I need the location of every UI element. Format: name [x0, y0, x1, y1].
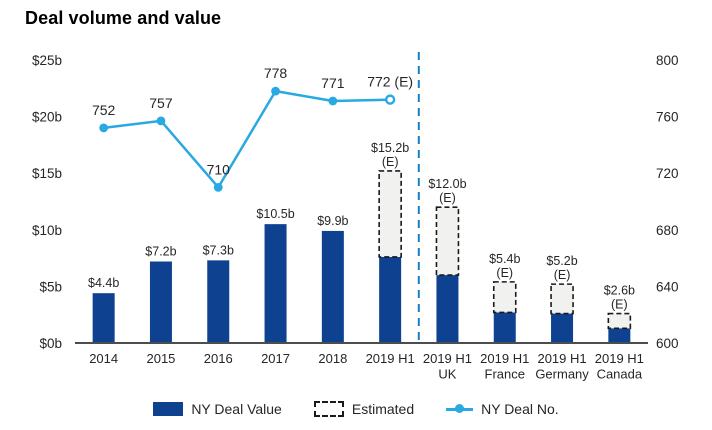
- x-axis-label: 2019 H1: [423, 351, 472, 366]
- deal-no-label: 772 (E): [367, 74, 413, 90]
- left-axis-tick: $15b: [32, 166, 62, 181]
- bar-value-label: $7.2b: [145, 244, 176, 258]
- bar-value-label: $10.5b: [256, 207, 294, 221]
- x-axis-label: Canada: [597, 367, 643, 382]
- x-axis-label: France: [485, 367, 525, 382]
- left-axis-tick: $0b: [39, 336, 62, 351]
- line-marker-swatch-icon: [446, 404, 474, 414]
- deal-no-label: 771: [321, 75, 345, 91]
- legend-item-ny-deal-value: NY Deal Value: [153, 401, 282, 417]
- bar-value-label: $9.9b: [317, 214, 348, 228]
- right-axis-tick: 760: [656, 110, 679, 125]
- estimated-bar-segment: [607, 312, 632, 330]
- x-axis-label: 2018: [318, 351, 347, 366]
- x-axis-label: 2019 H1: [537, 351, 586, 366]
- legend-label: NY Deal Value: [191, 401, 282, 417]
- left-axis-tick: $20b: [32, 110, 62, 125]
- x-axis-label: 2019 H1: [366, 351, 415, 366]
- deal-no-point: [156, 116, 166, 126]
- bar-value-label: $12.0b: [428, 177, 466, 191]
- estimated-bar-segment: [550, 283, 574, 315]
- bar-value-label: $7.3b: [203, 243, 234, 257]
- right-axis-tick: 640: [656, 279, 679, 294]
- legend-item-ny-deal-no: NY Deal No.: [446, 401, 559, 417]
- bar-value-label: $5.4b: [489, 252, 520, 266]
- right-axis-tick: 600: [656, 336, 679, 351]
- bar-value-label: $4.4b: [88, 276, 119, 290]
- right-axis-tick: 680: [656, 223, 679, 238]
- deal-no-label: 752: [92, 102, 116, 118]
- x-axis-label: UK: [438, 367, 456, 382]
- bar-value-label: (E): [554, 268, 571, 282]
- right-axis-tick: 720: [656, 166, 679, 181]
- left-axis-tick: $10b: [32, 223, 62, 238]
- bar-value-label: $15.2b: [371, 141, 409, 155]
- solid-bar-swatch-icon: [153, 402, 184, 416]
- deal-no-line: [103, 89, 391, 189]
- deal-no-point-estimated: [384, 94, 396, 105]
- bar-value-label: $5.2b: [546, 254, 577, 268]
- deal-no-point: [99, 123, 109, 133]
- deal-no-label: 757: [149, 95, 173, 111]
- chart-title: Deal volume and value: [25, 8, 222, 28]
- bar-value-label: (E): [439, 191, 456, 205]
- deal-value-bar: [264, 224, 287, 343]
- deal-no-point: [271, 86, 280, 96]
- deal-value-bar: [551, 313, 574, 343]
- left-axis-tick: $25b: [32, 53, 62, 68]
- legend-item-estimated: Estimated: [313, 401, 415, 417]
- deal-value-bar: [207, 260, 230, 343]
- deal-value-bar: [608, 328, 631, 343]
- bar-value-label: $2.6b: [604, 284, 635, 298]
- bar-value-label: (E): [496, 266, 513, 280]
- x-axis-label: 2015: [146, 351, 175, 366]
- bar-value-label: (E): [382, 155, 399, 169]
- left-axis-tick: $5b: [39, 279, 62, 294]
- deal-value-bar: [436, 275, 459, 343]
- legend-label: Estimated: [351, 401, 415, 417]
- estimated-bar-segment: [378, 170, 402, 258]
- x-axis-label: 2014: [89, 351, 118, 366]
- deal-no-point: [213, 182, 223, 192]
- legend-label: NY Deal No.: [481, 401, 559, 417]
- deal-value-bar: [493, 312, 516, 343]
- deal-value-bar: [321, 230, 344, 343]
- deal-no-label: 710: [207, 161, 231, 177]
- deal-no-point: [328, 96, 338, 106]
- x-axis-label: 2019 H1: [595, 351, 644, 366]
- estimated-bar-segment: [435, 206, 460, 276]
- x-axis-label: 2019 H1: [480, 351, 529, 366]
- deal-value-bar: [92, 293, 115, 343]
- right-axis-tick: 800: [656, 53, 679, 68]
- x-axis-label: Germany: [535, 367, 589, 382]
- deal-no-label: 778: [264, 65, 288, 81]
- estimated-bar-segment: [492, 281, 517, 314]
- deal-value-bar: [379, 256, 402, 343]
- dashed-box-swatch-icon: [313, 401, 344, 417]
- chart-legend: NY Deal Value Estimated NY Deal No.: [0, 396, 712, 422]
- bar-value-label: (E): [611, 298, 628, 312]
- x-axis-label: 2017: [261, 351, 290, 366]
- x-axis-label: 2016: [204, 351, 233, 366]
- deal-value-bar: [149, 261, 172, 343]
